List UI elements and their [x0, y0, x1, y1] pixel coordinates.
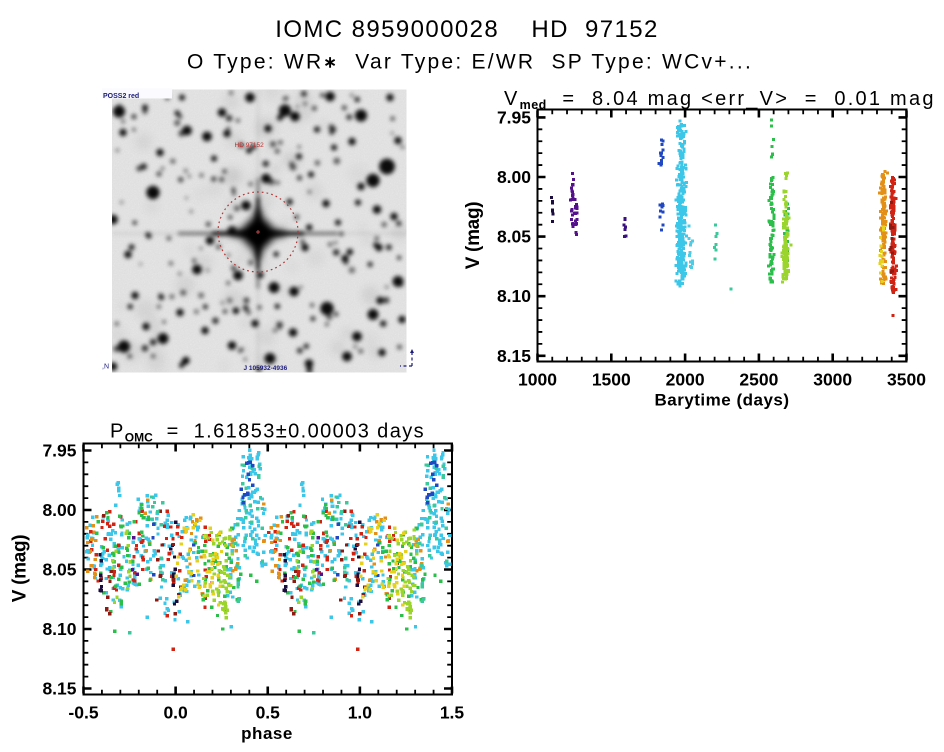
svg-text:3500: 3500 — [887, 370, 926, 390]
svg-text:1.5: 1.5 — [440, 703, 465, 723]
svg-text:,N: ,N — [102, 364, 109, 371]
svg-text:8.15: 8.15 — [497, 346, 531, 366]
svg-text:8.05: 8.05 — [42, 560, 76, 580]
svg-text:7.95: 7.95 — [42, 441, 76, 461]
svg-text:3000: 3000 — [813, 370, 852, 390]
svg-text:Barytime (days): Barytime (days) — [654, 391, 789, 410]
svg-text:8.05: 8.05 — [497, 227, 531, 247]
svg-text:8.15: 8.15 — [42, 679, 76, 699]
svg-text:8.00: 8.00 — [497, 167, 531, 187]
svg-text:V (mag): V (mag) — [463, 202, 484, 270]
svg-text:8.10: 8.10 — [497, 286, 531, 306]
svg-text:Vmed = 8.04 mag <err_V> =: Vmed = 8.04 mag <err_V> = 0.01 mag — [504, 88, 936, 112]
svg-text:1500: 1500 — [592, 370, 631, 390]
svg-text:J 105932-4936: J 105932-4936 — [244, 365, 288, 372]
svg-text:1.0: 1.0 — [348, 703, 373, 723]
svg-text:POSS2 red: POSS2 red — [103, 93, 139, 100]
svg-text:HD 97152: HD 97152 — [235, 142, 265, 149]
svg-text:2500: 2500 — [739, 370, 778, 390]
svg-text:V (mag): V (mag) — [10, 535, 31, 603]
svg-text:2000: 2000 — [666, 370, 705, 390]
svg-text:1000: 1000 — [518, 370, 557, 390]
svg-text:8.10: 8.10 — [42, 619, 76, 639]
svg-text:0.0: 0.0 — [163, 703, 188, 723]
svg-text:IOMC 8959000028 HD 97152: IOMC 8959000028 HD 97152 — [275, 16, 658, 43]
svg-text:POMC = 1.61853±0.00003 days: POMC = 1.61853±0.00003 days — [110, 421, 425, 445]
svg-text:8.00: 8.00 — [42, 500, 76, 520]
svg-text:7.95: 7.95 — [497, 107, 531, 127]
svg-text:0.5: 0.5 — [256, 703, 281, 723]
svg-text:-0.5: -0.5 — [68, 703, 98, 723]
svg-text:phase: phase — [241, 724, 293, 743]
svg-text:O Type: WR∗ Var Type: E/WR S: O Type: WR∗ Var Type: E/WR SP Type: WCv+… — [187, 51, 753, 74]
